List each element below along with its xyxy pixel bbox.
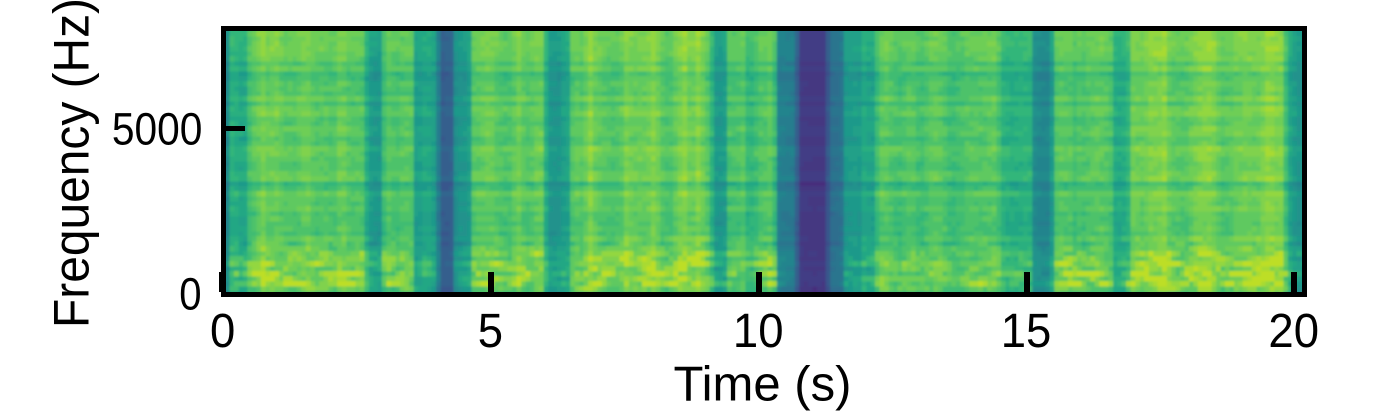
svg-text:0: 0 bbox=[210, 305, 235, 358]
svg-text:Frequency (Hz): Frequency (Hz) bbox=[44, 0, 100, 328]
svg-text:5: 5 bbox=[478, 305, 503, 358]
svg-text:0: 0 bbox=[179, 269, 201, 320]
svg-text:20: 20 bbox=[1268, 305, 1319, 358]
svg-text:10: 10 bbox=[733, 305, 784, 358]
svg-text:Time (s): Time (s) bbox=[674, 356, 852, 411]
svg-text:15: 15 bbox=[1001, 305, 1052, 358]
svg-text:5000: 5000 bbox=[112, 104, 203, 155]
